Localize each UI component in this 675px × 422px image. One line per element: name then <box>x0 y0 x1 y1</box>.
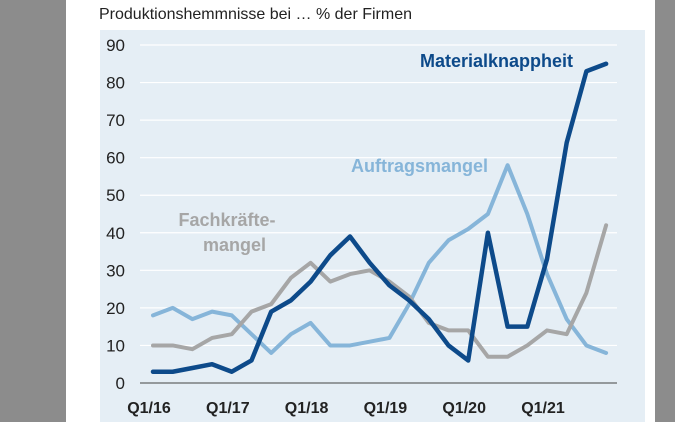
y-tick-label: 30 <box>106 261 125 280</box>
y-tick-label: 60 <box>106 149 125 168</box>
x-tick-label: Q1/18 <box>285 400 329 417</box>
right-gray-border <box>655 0 675 422</box>
y-tick-label: 90 <box>106 36 125 55</box>
y-tick-label: 0 <box>116 374 125 393</box>
series-label-materialknappheit: Materialknappheit <box>420 51 573 71</box>
y-tick-label: 50 <box>106 186 125 205</box>
y-tick-label: 80 <box>106 74 125 93</box>
chart-title: Produktionshemmnisse bei … % der Firmen <box>99 6 413 23</box>
y-tick-label: 70 <box>106 111 125 130</box>
series-label-auftragsmangel: Auftragsmangel <box>351 156 488 176</box>
series-label-fachkraefte-line1: Fachkräfte- <box>178 210 275 230</box>
left-gray-border <box>0 0 66 422</box>
x-tick-label: Q1/20 <box>442 400 486 417</box>
y-tick-label: 40 <box>106 224 125 243</box>
series-line-materialknappheit <box>150 61 609 374</box>
series-line-auftragsmangel <box>151 163 609 355</box>
y-tick-label: 20 <box>106 299 125 318</box>
x-tick-label: Q1/16 <box>127 400 171 417</box>
y-tick-label: 10 <box>106 336 125 355</box>
x-tick-label: Q1/17 <box>206 400 250 417</box>
series-label-fachkraefte-line2: mangel <box>203 235 266 255</box>
x-tick-label: Q1/21 <box>521 400 565 417</box>
x-tick-label: Q1/19 <box>364 400 408 417</box>
